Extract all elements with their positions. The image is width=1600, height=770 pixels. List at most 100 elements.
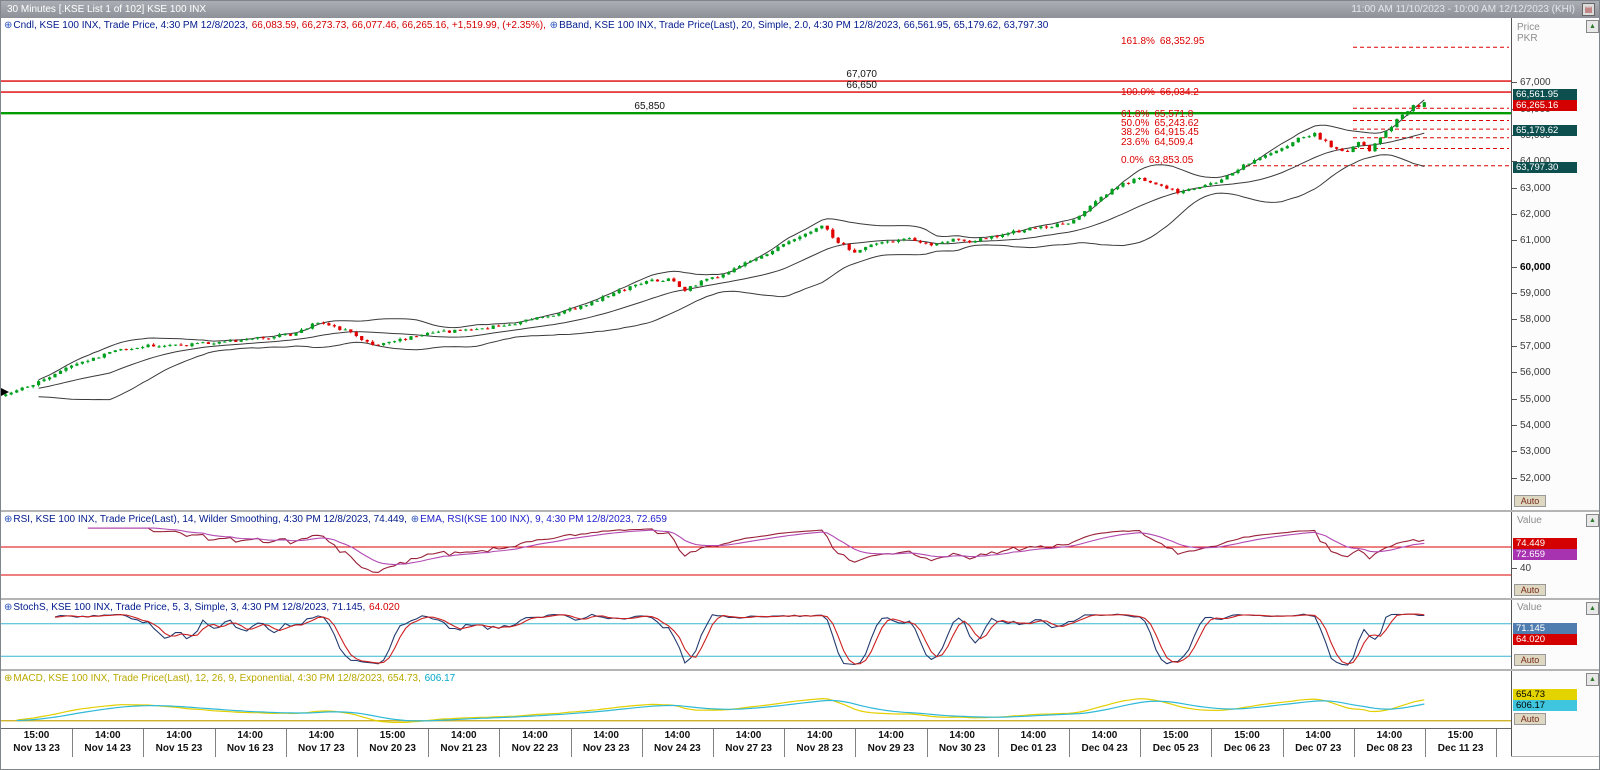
price-tick-label: 59,000 [1512, 288, 1551, 300]
fibonacci-level-label: 161.8% 68,352.95 [1121, 36, 1205, 48]
legend-text: 64.020 [369, 602, 400, 613]
pane-divider[interactable] [1, 669, 1599, 671]
session-date-label: Dec 05 23 [1152, 743, 1199, 754]
axis-value-badge: 66,561.95 [1513, 88, 1577, 100]
indicator-expand-icon: ⊕ [410, 514, 420, 525]
time-axis-cell: 14:00 Dec 08 23 [1354, 729, 1425, 757]
axis-scroll-up-button[interactable]: ▲ [1586, 514, 1599, 527]
session-date-label: Nov 14 23 [84, 743, 132, 754]
auto-scale-button[interactable]: Auto [1514, 713, 1546, 725]
time-axis-separator [641, 729, 643, 757]
price-axis-currency: PKR [1517, 33, 1538, 44]
axis-scroll-up-button[interactable]: ▲ [1586, 20, 1599, 33]
time-axis-cell: 14:00 Nov 23 23 [571, 729, 642, 757]
session-date-label: Dec 06 23 [1223, 743, 1271, 754]
time-axis[interactable]: 15:00 Nov 13 23 14:00 Nov 14 23 14:00 Nov 15 … [1, 728, 1511, 757]
price-chart-pane[interactable]: 67,070 66,650 65,850 161.8% 68,352.95 100.0%… [1, 18, 1511, 510]
auto-scale-button[interactable]: Auto [1514, 495, 1546, 507]
session-date-label: Nov 13 23 [13, 743, 60, 754]
session-time-label: 14:00 [735, 730, 762, 741]
chart-title: 30 Minutes [.KSE List 1 of 102] KSE 100 … [7, 4, 206, 15]
fibonacci-level-label: 100.0% 66,034.2 [1121, 87, 1199, 99]
axis-value-badge: 63,797.30 [1513, 161, 1577, 173]
time-axis-cell: 14:00 Nov 21 23 [428, 729, 499, 757]
time-axis-cell: 14:00 Dec 01 23 [998, 729, 1069, 757]
session-date-label: Nov 16 23 [226, 743, 274, 754]
session-date-label: Nov 28 23 [796, 743, 844, 754]
macd-legend[interactable]: ⊕MACD, KSE 100 INX, Trade Price(Last), 1… [4, 673, 456, 684]
time-axis-cell: 14:00 Dec 04 23 [1069, 729, 1140, 757]
pane-divider[interactable] [1, 510, 1599, 512]
session-date-label: Nov 20 23 [369, 743, 416, 754]
session-time-label: 14:00 [166, 730, 192, 741]
fibonacci-level-label: 0.0% 63,853.05 [1121, 154, 1194, 166]
price-axis-column[interactable]: PricePKR67,00066,00065,00064,00063,00062… [1511, 1, 1599, 756]
session-time-label: 15:00 [1162, 730, 1189, 741]
series-start-marker [1, 388, 9, 397]
session-time-label: 14:00 [1091, 730, 1118, 741]
stochastic-pane[interactable]: ⊕StochS, KSE 100 INX, Trade Price, 5, 3,… [1, 600, 1511, 669]
legend-text: EMA, RSI(KSE 100 INX), 9, 4:30 PM 12/8/2… [420, 514, 667, 525]
session-date-label: Nov 21 23 [440, 743, 488, 754]
session-time-label: 14:00 [450, 730, 477, 741]
session-date-label: Nov 17 23 [298, 743, 345, 754]
time-axis-cell: 14:00 Nov 15 23 [143, 729, 214, 757]
time-axis-separator [926, 729, 928, 757]
rsi-canvas[interactable] [1, 512, 1511, 598]
rsi-pane[interactable]: ⊕RSI, KSE 100 INX, Trade Price(Last), 14… [1, 512, 1511, 598]
session-time-label: 14:00 [237, 730, 263, 741]
time-axis-cell: 14:00 Nov 28 23 [784, 729, 855, 757]
time-axis-separator [428, 729, 430, 757]
axis-scroll-up-button[interactable]: ▲ [1586, 673, 1599, 686]
axis-value-badge: 72.659 [1513, 549, 1577, 561]
auto-scale-button[interactable]: Auto [1514, 654, 1546, 666]
pane-divider[interactable] [1, 598, 1599, 600]
price-tick-label: 62,000 [1512, 209, 1551, 221]
rsi-legend[interactable]: ⊕RSI, KSE 100 INX, Trade Price(Last), 14… [4, 514, 668, 525]
time-axis-separator [499, 729, 501, 757]
session-time-label: 14:00 [949, 730, 975, 741]
legend-text: Cndl, KSE 100 INX, Trade Price, 4:30 PM … [13, 20, 251, 31]
time-axis-cell: 15:00 Dec 05 23 [1140, 729, 1211, 757]
price-tick-label: 55,000 [1512, 393, 1551, 405]
price-chart-canvas[interactable] [1, 18, 1511, 510]
stochastic-canvas[interactable] [1, 600, 1511, 669]
session-date-label: Nov 15 23 [155, 743, 203, 754]
time-axis-cell: 14:00 Nov 16 23 [215, 729, 286, 757]
fibonacci-level-label: 61.8% 65,571.8 [1121, 109, 1194, 121]
session-time-label: 14:00 [522, 730, 548, 741]
price-line-label: 65,850 [634, 101, 665, 113]
time-axis-cell: 14:00 Nov 17 23 [286, 729, 357, 757]
price-line-label: 66,650 [846, 80, 877, 92]
legend-text: BBand, KSE 100 INX, Trade Price(Last), 2… [559, 20, 1049, 31]
axis-value-badge: 64.020 [1513, 634, 1577, 646]
time-axis-separator [1496, 729, 1498, 757]
session-date-label: Nov 22 23 [511, 743, 559, 754]
price-chart-legend[interactable]: ⊕Cndl, KSE 100 INX, Trade Price, 4:30 PM… [4, 20, 1049, 31]
time-axis-cell: 14:00 Nov 24 23 [642, 729, 713, 757]
macd-canvas[interactable] [1, 671, 1511, 728]
price-tick-label: 67,000 [1512, 77, 1551, 89]
axis-scroll-up-button[interactable]: ▲ [1586, 602, 1599, 615]
auto-scale-button[interactable]: Auto [1514, 584, 1546, 596]
time-axis-separator [357, 729, 358, 757]
session-time-label: 14:00 [1020, 730, 1047, 741]
titlebar-menu-icon[interactable]: ▤ [1582, 3, 1595, 16]
indicator-expand-icon: ⊕ [4, 673, 13, 684]
session-time-label: 14:00 [308, 730, 335, 741]
axis-value-badge: 66,265.16 [1513, 99, 1577, 111]
session-date-label: Nov 27 23 [725, 743, 772, 754]
time-axis-separator [1353, 729, 1355, 757]
time-axis-cell: 15:00 Dec 11 23 [1425, 729, 1496, 757]
time-axis-separator [214, 729, 216, 757]
chart-titlebar: 30 Minutes [.KSE List 1 of 102] KSE 100 … [1, 1, 1599, 18]
session-time-label: 14:00 [593, 730, 619, 741]
session-time-label: 15:00 [1234, 730, 1260, 741]
macd-pane[interactable]: ⊕MACD, KSE 100 INX, Trade Price(Last), 1… [1, 671, 1511, 728]
stochastic-legend[interactable]: ⊕StochS, KSE 100 INX, Trade Price, 5, 3,… [4, 602, 401, 613]
arrow-up-icon: ▲ [1589, 676, 1596, 683]
session-time-label: 14:00 [1376, 730, 1403, 741]
price-line-label: 67,070 [846, 69, 877, 81]
session-date-label: Dec 11 23 [1437, 743, 1484, 754]
